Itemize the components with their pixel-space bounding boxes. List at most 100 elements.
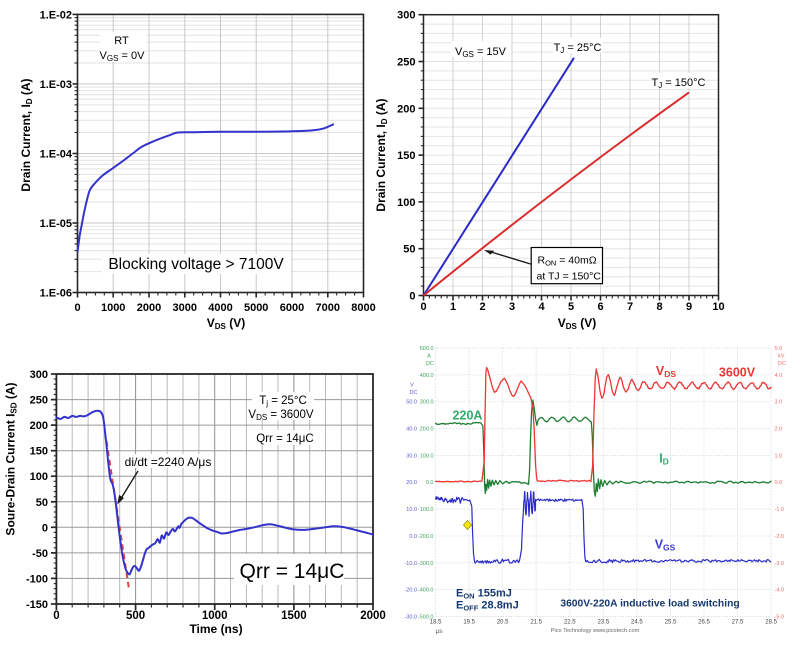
svg-text:200.0: 200.0 bbox=[420, 427, 434, 433]
svg-text:Soure-Drain Current ISD (A): Soure-Drain Current ISD (A) bbox=[4, 382, 19, 535]
svg-text:40.0: 40.0 bbox=[406, 427, 417, 433]
svg-text:23.5: 23.5 bbox=[598, 620, 610, 626]
svg-text:Drain Current, ID (A): Drain Current, ID (A) bbox=[19, 78, 34, 191]
svg-text:5000: 5000 bbox=[244, 302, 268, 314]
svg-text:Qrr = 14μC: Qrr = 14μC bbox=[256, 433, 313, 445]
svg-text:2.0: 2.0 bbox=[775, 427, 783, 433]
svg-text:-20.0: -20.0 bbox=[404, 588, 417, 594]
svg-text:TJ = 150°C: TJ = 150°C bbox=[652, 77, 706, 90]
svg-text:8000: 8000 bbox=[351, 302, 375, 314]
svg-text:1.E-03: 1.E-03 bbox=[40, 79, 72, 91]
svg-text:220A: 220A bbox=[453, 409, 483, 423]
svg-text:-10.0: -10.0 bbox=[404, 561, 417, 567]
svg-text:30.0: 30.0 bbox=[406, 453, 417, 459]
svg-text:Blocking voltage > 7100V: Blocking voltage > 7100V bbox=[108, 256, 284, 273]
svg-text:-300.0: -300.0 bbox=[418, 561, 434, 567]
svg-text:1.E-04: 1.E-04 bbox=[40, 149, 73, 161]
svg-text:21.5: 21.5 bbox=[530, 620, 542, 626]
svg-text:DC: DC bbox=[410, 390, 418, 396]
svg-text:ID: ID bbox=[659, 452, 669, 467]
svg-text:27.5: 27.5 bbox=[732, 620, 744, 626]
svg-text:0: 0 bbox=[53, 610, 59, 622]
svg-text:7: 7 bbox=[627, 301, 633, 313]
svg-text:400.0: 400.0 bbox=[420, 373, 434, 379]
svg-text:25.5: 25.5 bbox=[665, 620, 677, 626]
svg-text:24.5: 24.5 bbox=[631, 620, 643, 626]
svg-text:4: 4 bbox=[538, 301, 545, 313]
svg-text:-50: -50 bbox=[32, 548, 48, 560]
svg-text:DC: DC bbox=[426, 361, 434, 367]
svg-text:-150: -150 bbox=[26, 599, 48, 611]
svg-text:300: 300 bbox=[30, 369, 48, 381]
svg-text:1000: 1000 bbox=[101, 302, 125, 314]
svg-text:Drain Current, ID (A): Drain Current, ID (A) bbox=[374, 98, 389, 211]
svg-text:6000: 6000 bbox=[280, 302, 304, 314]
svg-text:-2.0: -2.0 bbox=[775, 534, 784, 540]
svg-text:10: 10 bbox=[712, 301, 724, 313]
svg-text:200: 200 bbox=[30, 420, 48, 432]
svg-text:500.0: 500.0 bbox=[420, 346, 434, 352]
svg-text:1000: 1000 bbox=[202, 610, 228, 622]
svg-text:RT: RT bbox=[114, 35, 129, 47]
svg-text:-3.0: -3.0 bbox=[775, 561, 784, 567]
svg-text:VGS = 15V: VGS = 15V bbox=[455, 46, 507, 59]
svg-text:100: 100 bbox=[397, 197, 415, 209]
svg-text:300: 300 bbox=[397, 10, 415, 22]
svg-text:-5.0: -5.0 bbox=[775, 615, 784, 621]
svg-text:-400.0: -400.0 bbox=[418, 588, 434, 594]
svg-text:3600V-220A inductive load swit: 3600V-220A inductive load switching bbox=[560, 599, 739, 610]
svg-text:1.E-05: 1.E-05 bbox=[40, 218, 72, 230]
svg-text:26.5: 26.5 bbox=[698, 620, 710, 626]
svg-text:DC: DC bbox=[778, 361, 786, 367]
svg-text:50.0: 50.0 bbox=[406, 400, 417, 406]
svg-text:50: 50 bbox=[403, 244, 415, 256]
svg-text:-4.0: -4.0 bbox=[775, 588, 784, 594]
svg-text:3000: 3000 bbox=[173, 302, 197, 314]
svg-text:0.0: 0.0 bbox=[775, 480, 783, 486]
svg-text:EON 155mJ: EON 155mJ bbox=[456, 588, 512, 601]
svg-text:4000: 4000 bbox=[208, 302, 232, 314]
svg-text:0.0: 0.0 bbox=[409, 534, 417, 540]
svg-text:250: 250 bbox=[30, 395, 48, 407]
svg-text:1.0: 1.0 bbox=[775, 453, 783, 459]
svg-text:1500: 1500 bbox=[281, 610, 307, 622]
svg-text:19.5: 19.5 bbox=[463, 620, 475, 626]
svg-text:200: 200 bbox=[397, 103, 415, 115]
svg-text:-1.0: -1.0 bbox=[775, 507, 784, 513]
svg-text:VDS (V): VDS (V) bbox=[207, 316, 245, 331]
svg-text:-100: -100 bbox=[26, 573, 48, 585]
svg-text:0: 0 bbox=[74, 302, 80, 314]
svg-text:22.5: 22.5 bbox=[564, 620, 576, 626]
svg-text:Pico Technology www.picotech: Pico Technology www.picotech.com bbox=[551, 628, 640, 634]
svg-text:1.E-02: 1.E-02 bbox=[40, 9, 72, 21]
svg-text:2: 2 bbox=[479, 301, 485, 313]
svg-text:5: 5 bbox=[568, 301, 574, 313]
svg-text:2000: 2000 bbox=[137, 302, 161, 314]
svg-text:Tj = 25°C: Tj = 25°C bbox=[259, 395, 307, 408]
svg-text:6: 6 bbox=[597, 301, 603, 313]
svg-text:-500.0: -500.0 bbox=[418, 615, 434, 621]
svg-text:150: 150 bbox=[30, 446, 48, 458]
svg-text:500: 500 bbox=[126, 610, 145, 622]
svg-text:100: 100 bbox=[30, 471, 48, 483]
svg-text:V: V bbox=[410, 383, 414, 389]
svg-text:0.0: 0.0 bbox=[426, 480, 434, 486]
svg-text:-30.0: -30.0 bbox=[404, 615, 417, 621]
svg-text:Time (ns): Time (ns) bbox=[189, 622, 242, 636]
svg-text:at TJ = 150°C: at TJ = 150°C bbox=[537, 271, 602, 283]
svg-text:10.0: 10.0 bbox=[406, 507, 417, 513]
svg-text:20.5: 20.5 bbox=[497, 620, 509, 626]
svg-text:0: 0 bbox=[420, 301, 426, 313]
svg-text:1: 1 bbox=[450, 301, 456, 313]
svg-text:250: 250 bbox=[397, 57, 415, 69]
svg-text:Qrr = 14μC: Qrr = 14μC bbox=[240, 560, 345, 583]
svg-text:0: 0 bbox=[42, 522, 48, 534]
svg-text:3: 3 bbox=[509, 301, 515, 313]
svg-text:20.0: 20.0 bbox=[406, 480, 417, 486]
svg-text:kV: kV bbox=[778, 354, 785, 360]
svg-text:150: 150 bbox=[397, 150, 415, 162]
svg-text:3600V: 3600V bbox=[719, 366, 756, 380]
svg-text:300.0: 300.0 bbox=[420, 400, 434, 406]
svg-text:9: 9 bbox=[686, 301, 692, 313]
svg-text:28.5: 28.5 bbox=[765, 620, 777, 626]
